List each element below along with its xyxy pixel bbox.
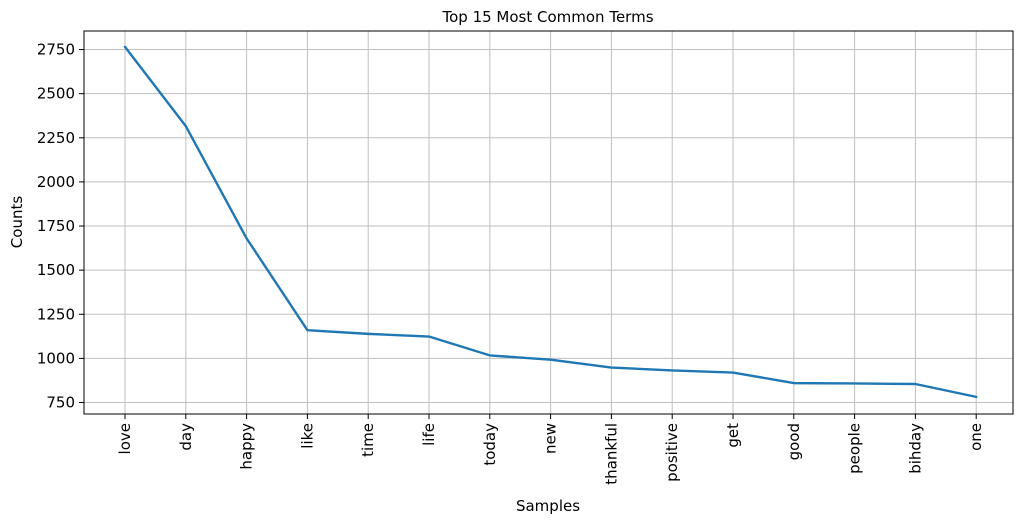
y-tick-label: 2750 (37, 41, 75, 59)
y-tick-label: 1000 (37, 349, 75, 367)
series-layer (123, 45, 978, 399)
x-tick-label: happy (238, 423, 256, 470)
x-axis: love day happy like time life today new thankful… (116, 414, 985, 485)
x-tick-label: bihday (906, 423, 924, 474)
y-tick-label: 2000 (37, 173, 75, 191)
y-tick-label: 1250 (37, 305, 75, 323)
x-tick-label: new (542, 423, 560, 454)
x-tick-label: love (116, 423, 134, 454)
plot-frame (83, 30, 1014, 415)
x-tick-label: day (177, 423, 195, 451)
x-tick-label: get (724, 423, 742, 448)
chart-title: Top 15 Most Common Terms (441, 8, 653, 26)
x-tick-label: life (420, 423, 438, 446)
y-tick-label: 1750 (37, 217, 75, 235)
x-axis-label: Samples (516, 497, 580, 515)
y-tick-label: 2250 (37, 129, 75, 147)
x-tick-label: time (359, 423, 377, 457)
x-tick-label: people (846, 423, 864, 474)
y-tick-label: 2500 (37, 85, 75, 103)
x-tick-label: thankful (602, 423, 620, 485)
x-tick-label: positive (663, 423, 681, 482)
horizontal-gridlines (84, 49, 1013, 404)
y-axis-label: Counts (8, 196, 26, 249)
vertical-gridlines (124, 31, 977, 414)
x-tick-label: today (481, 423, 499, 466)
x-tick-label: good (785, 423, 803, 460)
x-tick-label: like (298, 423, 316, 449)
y-tick-label: 1500 (37, 261, 75, 279)
x-tick-label: one (967, 423, 985, 451)
y-axis: 750 1000 1250 1500 1750 2000 2250 2500 2750 (37, 41, 84, 412)
y-tick-label: 750 (46, 394, 75, 412)
